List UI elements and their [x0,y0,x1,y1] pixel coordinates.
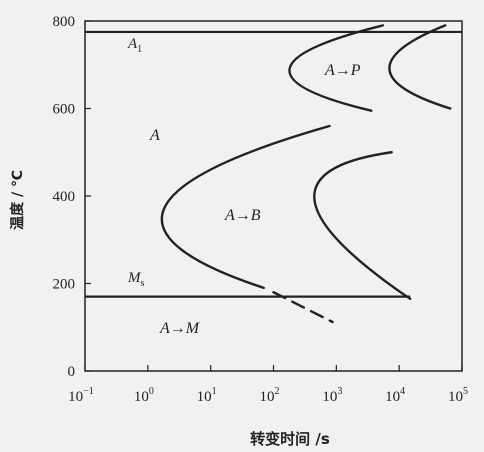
curve [388,24,452,110]
x-tick-label: 103 [322,386,342,405]
y-tick-label: 0 [68,364,76,380]
region-label-arrow: → [335,62,351,79]
x-tick-label: 100 [134,386,154,405]
curve [160,124,331,290]
region-label-arrow: → [235,207,251,224]
y-tick-label: 800 [53,14,76,30]
y-tick-label: 200 [53,277,76,293]
curve [288,24,385,112]
region-label-to: P [350,62,361,79]
x-tick-exp: 0 [149,386,154,397]
reference-label-main: A [127,36,138,52]
y-axis-label: 温度 / ℃ [9,170,26,230]
x-tick-base: 10 [197,389,212,405]
region-label: A→B [224,207,261,224]
region-label-from: A [159,320,170,337]
curve [313,151,412,301]
x-tick-label: 102 [260,386,280,405]
region-label: A [149,127,160,144]
region-label-arrow: → [170,320,186,337]
region-label-from: A [224,207,235,224]
reference-label: A1 [127,36,142,55]
reference-label-main: M [127,270,142,286]
x-tick-label: 104 [385,386,405,405]
x-tick-base: 10 [448,389,463,405]
x-tick-exp: 4 [400,386,405,397]
x-tick-base: 10 [322,389,337,405]
region-label-to: B [251,207,261,224]
reference-label-sub: 1 [137,44,142,55]
x-tick-label: 101 [197,386,217,405]
x-tick-exp: 1 [212,386,217,397]
x-axis-label: 转变时间 /s [250,430,330,448]
dashed-curve [272,291,334,324]
region-label: A→M [159,320,201,337]
region-label-to: M [185,320,201,337]
x-tick-base: 10 [385,389,400,405]
x-tick-label: 105 [448,386,468,405]
reference-label-sub: s [141,278,145,289]
x-tick-base: 10 [260,389,275,405]
x-tick-base: 10 [134,389,149,405]
y-tick-label: 600 [53,102,76,118]
reference-label: Ms [127,270,145,289]
x-tick-exp: 3 [337,386,342,397]
y-tick-label: 400 [53,189,76,205]
x-tick-exp: 5 [463,386,468,397]
region-label-from: A [324,62,335,79]
x-tick-exp: 2 [275,386,280,397]
x-tick-exp: −1 [83,386,94,397]
region-label-from: A [149,127,160,144]
region-label: A→P [324,62,361,79]
x-tick-label: 10−1 [68,386,94,405]
x-tick-base: 10 [68,389,83,405]
